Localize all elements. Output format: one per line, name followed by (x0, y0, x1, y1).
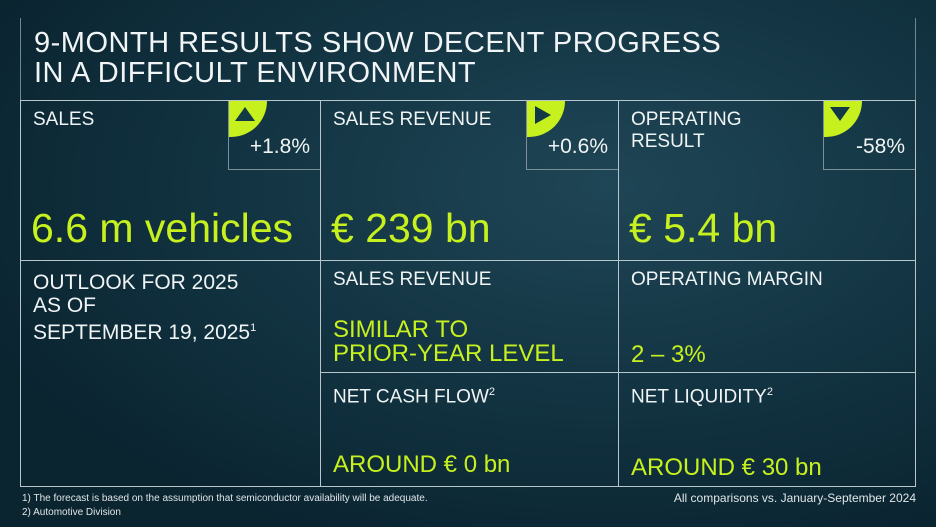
footnote-ref: 2 (488, 386, 496, 398)
kpi-sales-revenue: SALES REVENUE +0.6% € 239 bn (320, 100, 619, 261)
outlook-value: 2 – 3% (631, 341, 706, 368)
title-line: IN A DIFFICULT ENVIRONMENT (34, 57, 477, 89)
outlook-net-cash-flow: NET CASH FLOW2 AROUND € 0 bn (320, 372, 619, 487)
kpi-label: SALES REVENUE (333, 109, 492, 130)
value-line: SIMILAR TO (333, 316, 469, 343)
outlook-label: NET CASH FLOW2 (333, 381, 495, 408)
change-value: +0.6% (547, 135, 608, 158)
heading-line: SEPTEMBER 19, 2025 (33, 321, 251, 344)
kpi-operating-result: OPERATING RESULT -58% € 5.4 bn (618, 100, 916, 261)
heading-line: OUTLOOK FOR 2025 (33, 271, 239, 294)
outlook-value: SIMILAR TO PRIOR-YEAR LEVEL (333, 318, 564, 366)
triangle-down-icon (830, 107, 850, 121)
kpi-value: € 5.4 bn (629, 205, 778, 251)
change-badge: +0.6% (526, 101, 618, 170)
outlook-heading-cell: OUTLOOK FOR 2025 AS OF SEPTEMBER 19, 202… (20, 260, 321, 487)
label-line: RESULT (631, 131, 705, 152)
comparison-note: All comparisons vs. January-September 20… (673, 491, 916, 505)
kpi-label: SALES (33, 109, 95, 130)
change-value: -58% (855, 135, 905, 158)
triangle-up-icon (235, 107, 255, 121)
outlook-label: SALES REVENUE (333, 269, 492, 290)
label-text: NET CASH FLOW (333, 386, 489, 408)
kpi-value: € 239 bn (331, 205, 491, 251)
outlook-label: NET LIQUIDITY2 (631, 381, 773, 408)
footnote: 1) The forecast is based on the assumpti… (22, 493, 428, 504)
outlook-heading: OUTLOOK FOR 2025 AS OF SEPTEMBER 19, 202… (33, 271, 256, 344)
footnote-ref: 1 (250, 322, 257, 334)
kpi-value: 6.6 m vehicles (31, 205, 294, 251)
footnote-ref: 2 (766, 386, 773, 398)
change-badge: +1.8% (228, 101, 320, 170)
change-badge: -58% (823, 101, 915, 170)
outlook-sales-revenue: SALES REVENUE SIMILAR TO PRIOR-YEAR LEVEL (320, 260, 619, 373)
outlook-value: AROUND € 30 bn (631, 454, 822, 481)
title-line: 9-MONTH RESULTS SHOW DECENT PROGRESS (34, 27, 722, 59)
outlook-label: OPERATING MARGIN (631, 269, 823, 290)
label-text: NET LIQUIDITY (631, 386, 767, 408)
change-value: +1.8% (249, 135, 310, 158)
label-line: OPERATING (631, 109, 742, 130)
slide-title: 9-MONTH RESULTS SHOW DECENT PROGRESS IN … (34, 28, 721, 88)
outlook-operating-margin: OPERATING MARGIN 2 – 3% (618, 260, 916, 373)
kpi-label: OPERATING RESULT (631, 109, 742, 153)
kpi-sales: SALES +1.8% 6.6 m vehicles (20, 100, 321, 261)
outlook-value: AROUND € 0 bn (333, 451, 511, 478)
footnote: 2) Automotive Division (22, 507, 121, 518)
footnotes: 1) The forecast is based on the assumpti… (22, 492, 428, 520)
heading-line: AS OF (33, 294, 97, 317)
triangle-right-icon (535, 106, 551, 124)
value-line: PRIOR-YEAR LEVEL (333, 340, 564, 367)
outlook-net-liquidity: NET LIQUIDITY2 AROUND € 30 bn (618, 372, 916, 487)
